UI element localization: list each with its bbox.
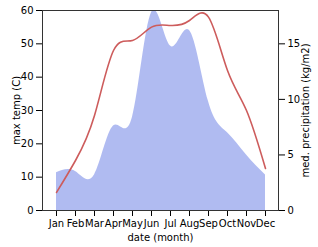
svg-text:5: 5 [288,149,294,160]
svg-text:20: 20 [21,138,34,149]
svg-text:Jul: Jul [163,218,176,229]
svg-text:Jan: Jan [48,218,64,229]
svg-text:max temp (C): max temp (C) [11,76,22,145]
svg-text:Aug: Aug [180,218,200,229]
svg-text:Feb: Feb [67,218,85,229]
svg-text:May: May [122,218,143,229]
svg-text:med. precipitation (kg/m2): med. precipitation (kg/m2) [300,43,311,177]
svg-text:30: 30 [21,105,34,116]
svg-text:Sep: Sep [199,218,218,229]
svg-text:Oct: Oct [219,218,236,229]
svg-text:15: 15 [288,38,301,49]
svg-text:date (month): date (month) [128,232,194,243]
svg-text:Apr: Apr [105,218,123,229]
svg-text:10: 10 [21,171,34,182]
svg-text:Nov: Nov [237,218,257,229]
svg-text:40: 40 [21,71,34,82]
svg-text:Mar: Mar [85,218,105,229]
svg-text:10: 10 [288,94,301,105]
svg-text:60: 60 [21,5,34,16]
svg-text:0: 0 [288,205,294,216]
svg-text:50: 50 [21,38,34,49]
svg-text:0: 0 [27,205,33,216]
svg-text:Dec: Dec [256,218,275,229]
svg-text:Jun: Jun [143,218,160,229]
